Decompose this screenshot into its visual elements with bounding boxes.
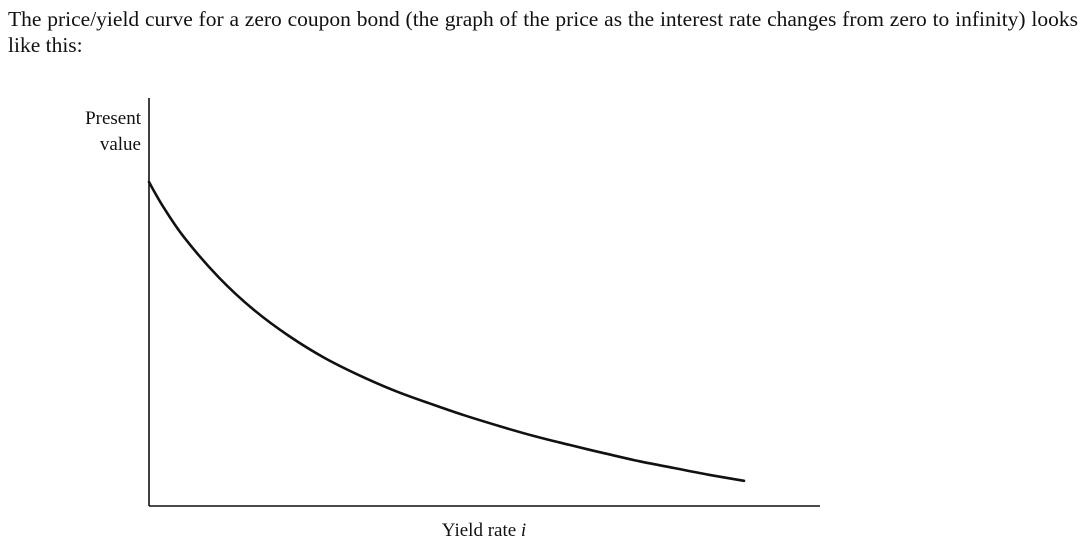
intro-paragraph: The price/yield curve for a zero coupon … — [8, 7, 1078, 57]
y-axis-label-line-2: value — [100, 134, 141, 155]
present-value-curve — [147, 180, 746, 483]
x-axis-label-text: Yield rate — [442, 520, 521, 541]
x-axis-label-variable: i — [521, 520, 526, 541]
x-axis-label: Yield rate i — [442, 520, 526, 541]
y-axis-label-line-1: Present — [85, 108, 142, 129]
